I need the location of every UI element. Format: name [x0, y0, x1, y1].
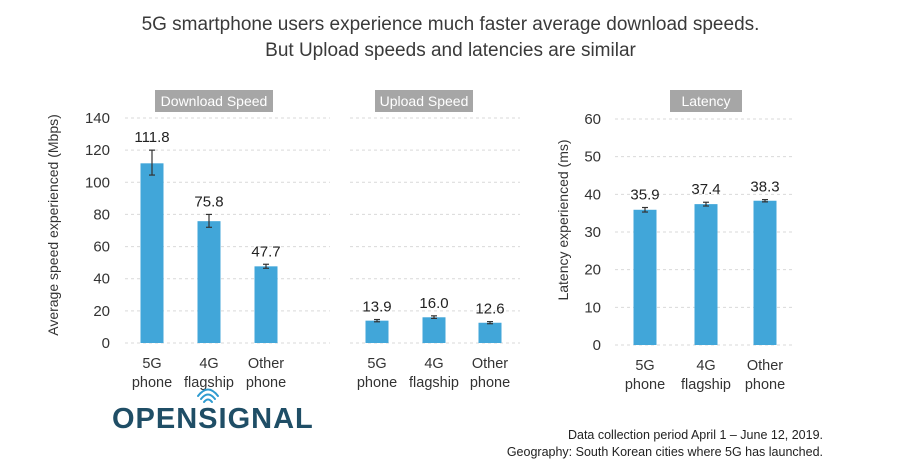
panel-label-bg-3 [670, 90, 742, 112]
data-label-3-3: 38.3 [750, 179, 779, 196]
category-label-1-1-2: phone [132, 375, 172, 391]
logo-text-left: OPENS [112, 403, 219, 435]
y-tick-label-3-2: 20 [584, 262, 601, 279]
y-tick-label-3-6: 60 [584, 111, 601, 128]
panel-label-1: Download Speed [161, 93, 268, 109]
bar-2-3 [478, 322, 502, 343]
category-label-2-3-1: Other [472, 356, 508, 372]
data-label-3-1: 35.9 [630, 187, 659, 204]
footer-line-1: Data collection period April 1 – June 12… [567, 428, 823, 442]
category-label-2-2-1: 4G [424, 356, 443, 372]
category-label-1-1-1: 5G [142, 356, 161, 372]
y-tick-label-1-6: 120 [85, 142, 110, 159]
data-label-2-3: 12.6 [475, 301, 504, 318]
category-label-3-2-2: flagship [681, 377, 731, 393]
panel-label-3: Latency [681, 93, 730, 109]
y-tick-label-1-5: 100 [85, 174, 110, 191]
data-label-2-2: 16.0 [419, 295, 448, 312]
data-label-3-2: 37.4 [691, 181, 720, 198]
bar-1-3 [254, 266, 278, 343]
y-axis-label-3: Latency experienced (ms) [555, 139, 571, 300]
opensignal-logo: OPENSIGNAL [112, 403, 314, 436]
y-tick-label-3-5: 50 [584, 149, 601, 166]
chart-title: 5G smartphone users experience much fast… [0, 12, 901, 64]
category-label-1-3-2: phone [246, 375, 286, 391]
category-label-2-1-1: 5G [367, 356, 386, 372]
category-label-1-3-1: Other [248, 356, 284, 372]
category-label-2-2-2: flagship [409, 375, 459, 391]
data-label-1-2: 75.8 [194, 193, 223, 210]
y-tick-label-3-1: 10 [584, 299, 601, 316]
bar-2-1 [365, 320, 389, 343]
logo-signal-i: I [218, 403, 228, 435]
bar-3-1 [633, 209, 657, 345]
y-axis-label-1: Average speed experienced (Mbps) [45, 114, 61, 336]
logo-signal-arc-3 [197, 388, 219, 397]
bar-1-1 [140, 163, 164, 343]
bar-3-2 [694, 204, 718, 345]
logo-signal-arc-1 [203, 398, 213, 403]
y-tick-label-3-4: 40 [584, 186, 601, 203]
category-label-1-2-1: 4G [199, 356, 218, 372]
logo-signal-arc-2 [200, 393, 216, 400]
category-label-3-3-2: phone [745, 377, 785, 393]
bar-1-2 [197, 221, 221, 343]
category-label-2-3-2: phone [470, 375, 510, 391]
data-label-2-1: 13.9 [362, 299, 391, 316]
title-line-2: But Upload speeds and latencies are simi… [265, 40, 636, 61]
y-tick-label-1-1: 20 [93, 303, 110, 320]
data-source-note: Data collection period April 1 – June 12… [507, 427, 823, 461]
bar-2-2 [422, 317, 446, 343]
data-label-1-3: 47.7 [251, 243, 280, 260]
title-line-1: 5G smartphone users experience much fast… [141, 14, 760, 35]
y-tick-label-1-2: 40 [93, 271, 110, 288]
y-tick-label-1-0: 0 [102, 335, 110, 352]
category-label-3-1-1: 5G [635, 358, 654, 374]
category-label-3-2-1: 4G [696, 358, 715, 374]
category-label-2-1-2: phone [357, 375, 397, 391]
category-label-1-2-2: flagship [184, 375, 234, 391]
category-label-3-1-2: phone [625, 377, 665, 393]
logo-text-right: GNAL [227, 403, 314, 435]
category-label-3-3-1: Other [747, 358, 783, 374]
y-tick-label-1-7: 140 [85, 110, 110, 127]
footer-line-2: Geography: South Korean cities where 5G … [506, 445, 823, 459]
y-tick-label-1-3: 60 [93, 239, 110, 256]
y-tick-label-3-0: 0 [593, 337, 601, 354]
bar-3-3 [753, 200, 777, 345]
panel-label-bg-1 [155, 90, 273, 112]
panel-label-2: Upload Speed [380, 93, 469, 109]
y-tick-label-1-4: 80 [93, 206, 110, 223]
panel-label-bg-2 [375, 90, 473, 112]
data-label-1-1: 111.8 [134, 129, 169, 146]
y-tick-label-3-3: 30 [584, 224, 601, 241]
